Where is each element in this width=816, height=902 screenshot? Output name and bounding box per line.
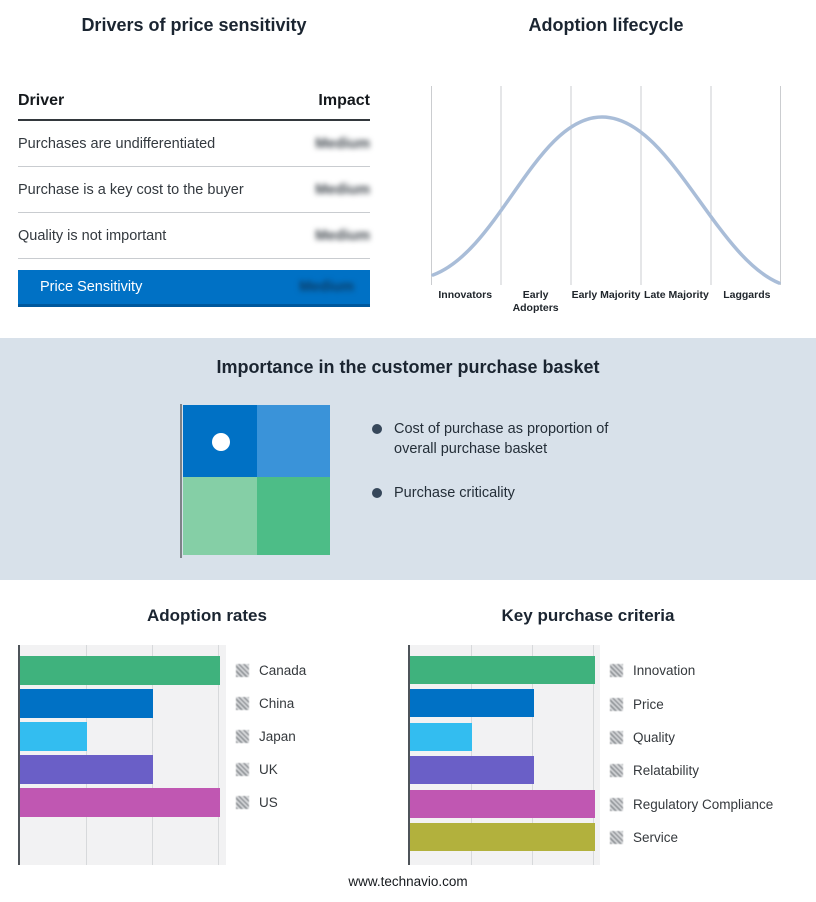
quadrant-marker-dot bbox=[212, 433, 230, 451]
legend-swatch-icon bbox=[610, 831, 623, 845]
drivers-panel-title: Drivers of price sensitivity bbox=[81, 15, 307, 35]
legend-item-china: China bbox=[236, 687, 306, 720]
legend-swatch-icon bbox=[610, 697, 623, 711]
legend-label: Quality bbox=[633, 729, 676, 745]
price-sensitivity-impact: Medium bbox=[299, 279, 354, 295]
impact-value: Medium bbox=[315, 181, 370, 198]
legend-swatch-icon bbox=[236, 796, 249, 809]
legend-item-price: Price bbox=[610, 687, 773, 720]
legend-swatch-icon bbox=[610, 797, 623, 811]
footer-url: www.technavio.com bbox=[348, 874, 468, 889]
legend-item-service: Service bbox=[610, 821, 773, 854]
legend-item-japan: Japan bbox=[236, 720, 306, 753]
bell-curve bbox=[431, 115, 781, 285]
legend-label: Japan bbox=[259, 729, 296, 744]
driver-text: Purchases are undifferentiated bbox=[18, 135, 216, 152]
bullet-item: Cost of purchase as proportion of overal… bbox=[372, 419, 646, 459]
legend-label: Service bbox=[633, 830, 679, 846]
bullet-text: Cost of purchase as proportion of overal… bbox=[394, 421, 609, 457]
driver-text: Purchase is a key cost to the buyer bbox=[18, 181, 244, 198]
legend-label: Regulatory Compliance bbox=[633, 796, 774, 812]
bar-uk bbox=[20, 755, 153, 784]
adoption-rates-plot bbox=[18, 645, 226, 865]
driver-row: Quality is not important Medium bbox=[18, 213, 370, 259]
bar-regulatory-compliance bbox=[410, 789, 596, 818]
legend-item-canada: Canada bbox=[236, 654, 306, 687]
quadrant-cell-bottom-left bbox=[183, 477, 257, 555]
lifecycle-title: Adoption lifecycle bbox=[528, 15, 684, 35]
legend-swatch-icon bbox=[610, 730, 623, 744]
bar-us bbox=[20, 788, 220, 817]
legend-label: Canada bbox=[259, 663, 307, 678]
legend-label: Innovation bbox=[633, 663, 696, 679]
legend-label: Price bbox=[633, 696, 664, 712]
stage-label-innovators: Innovators bbox=[438, 289, 493, 301]
stage-label-laggards: Laggards bbox=[723, 289, 771, 301]
key-purchase-criteria-legend: Innovation Price Quality Relatability Regula… bbox=[610, 654, 773, 854]
legend-item-uk: UK bbox=[236, 753, 306, 786]
quadrant-cell-bottom-right bbox=[257, 477, 330, 555]
adoption-rates-title: Adoption rates bbox=[147, 606, 267, 625]
legend-item-us: US bbox=[236, 786, 306, 819]
legend-item-regulatory-compliance: Regulatory Compliance bbox=[610, 788, 773, 821]
stage-label-early-adopters: Early Adopters bbox=[512, 289, 559, 314]
legend-label: Relatability bbox=[633, 763, 700, 779]
purchase-basket-band bbox=[0, 338, 816, 580]
lifecycle-chart bbox=[430, 84, 782, 287]
legend-label: US bbox=[259, 795, 278, 810]
legend-swatch-icon bbox=[610, 664, 623, 678]
legend-swatch-icon bbox=[236, 697, 249, 710]
drivers-table-header: Driver Impact bbox=[18, 92, 370, 121]
price-sensitivity-label: Price Sensitivity bbox=[40, 279, 143, 295]
legend-item-quality: Quality bbox=[610, 721, 773, 754]
bar-price bbox=[410, 689, 534, 718]
driver-text: Quality is not important bbox=[18, 227, 167, 244]
adoption-rates-legend: Canada China Japan UK US bbox=[236, 654, 306, 819]
legend-swatch-icon bbox=[236, 664, 249, 677]
driver-column-header: Driver bbox=[18, 92, 65, 109]
bullet-dot-icon bbox=[372, 488, 382, 498]
impact-value: Medium bbox=[315, 227, 370, 244]
bullet-text: Purchase criticality bbox=[394, 485, 515, 501]
legend-swatch-icon bbox=[236, 730, 249, 743]
bar-relatability bbox=[410, 756, 534, 785]
quadrant-axis-line bbox=[180, 404, 182, 558]
bar-innovation bbox=[410, 656, 596, 684]
bar-japan bbox=[20, 722, 87, 751]
quadrant-matrix bbox=[183, 405, 330, 555]
bar-china bbox=[20, 689, 153, 718]
impact-value: Medium bbox=[315, 135, 370, 152]
bar-canada bbox=[20, 656, 220, 685]
drivers-table-rows: Purchases are undifferentiated Medium Purc… bbox=[18, 121, 370, 259]
quadrant-cell-top-right bbox=[257, 405, 330, 477]
legend-label: China bbox=[259, 696, 295, 711]
legend-swatch-icon bbox=[610, 764, 623, 778]
legend-label: UK bbox=[259, 762, 278, 777]
driver-row: Purchase is a key cost to the buyer Mediu… bbox=[18, 167, 370, 213]
bell-curve-svg bbox=[431, 86, 781, 285]
stage-label-late-majority: Late Majority bbox=[644, 289, 709, 301]
key-purchase-criteria-title: Key purchase criteria bbox=[501, 606, 675, 625]
basket-title: Importance in the customer purchase bask… bbox=[216, 357, 600, 377]
bar-quality bbox=[410, 722, 472, 751]
lifecycle-stage-labels: Innovators Early Adopters Early Majority La… bbox=[430, 289, 782, 314]
stage-label-early-majority: Early Majority bbox=[571, 289, 641, 301]
key-purchase-criteria-plot bbox=[408, 645, 600, 865]
legend-item-innovation: Innovation bbox=[610, 654, 773, 687]
price-sensitivity-row: Price Sensitivity Medium bbox=[18, 270, 370, 307]
bullet-dot-icon bbox=[372, 424, 382, 434]
legend-item-relatability: Relatability bbox=[610, 754, 773, 787]
lifecycle-gridlines bbox=[431, 86, 781, 285]
bullet-item: Purchase criticality bbox=[372, 483, 646, 503]
basket-bullet-list: Cost of purchase as proportion of overal… bbox=[372, 419, 646, 527]
legend-swatch-icon bbox=[236, 763, 249, 776]
impact-column-header: Impact bbox=[318, 92, 370, 109]
driver-row: Purchases are undifferentiated Medium bbox=[18, 121, 370, 167]
bar-service bbox=[410, 823, 596, 851]
